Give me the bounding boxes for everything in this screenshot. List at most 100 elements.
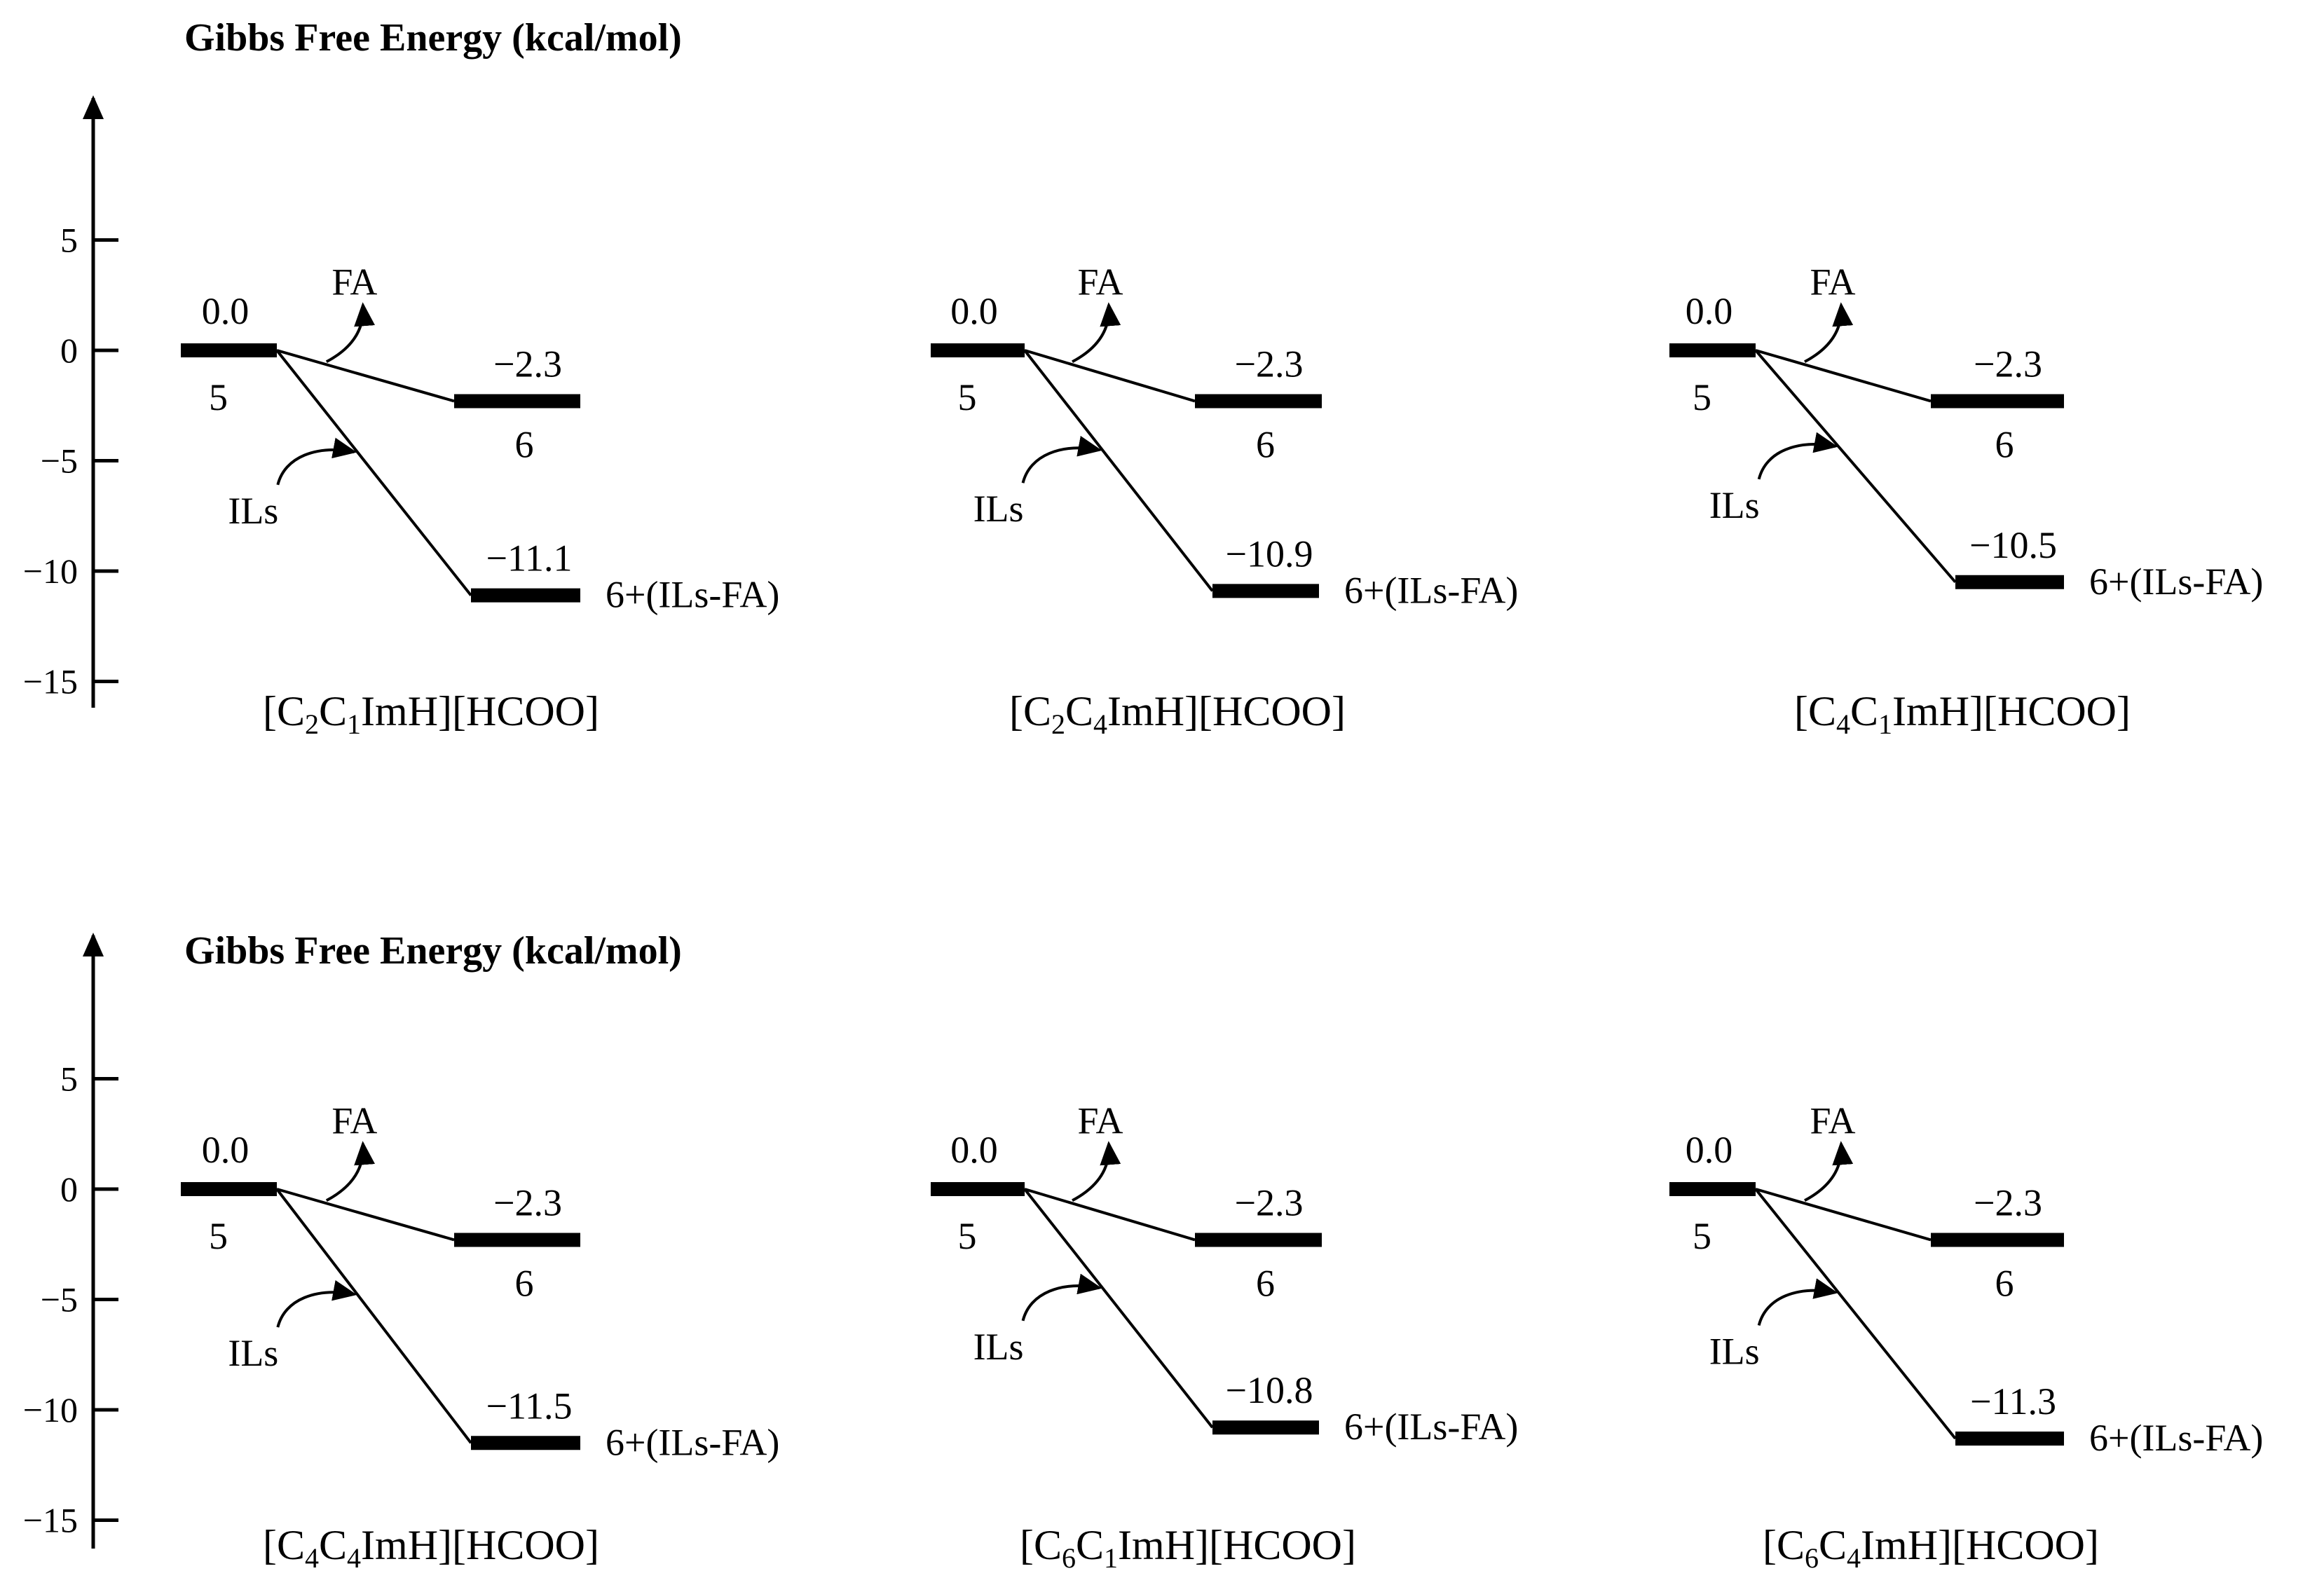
y-tick-label: −5 [41,1280,78,1319]
energy-value-start: 0.0 [202,1129,250,1171]
caption-part: ImH][HCOO] [361,1522,599,1568]
reaction-profile-2-2: 0.0−2.3−10.8566+(ILs-FA)FAILs[C6C1ImH][H… [931,1099,1518,1574]
energy-value-start: 0.0 [202,290,250,332]
energy-value-final: −10.8 [1226,1369,1313,1411]
state-label-start: 5 [1693,1215,1711,1257]
caption-part: [C [263,1522,305,1568]
state-label-final: 6+(ILs-FA) [1344,569,1518,611]
energy-value-mid: −2.3 [493,343,562,385]
caption-part: [C [1794,688,1836,734]
ils-binding-arrow [276,437,357,486]
ils-label: ILs [228,490,278,532]
state-label-start: 5 [958,1215,977,1257]
caption-subscript: 1 [1104,1542,1118,1574]
state-label-start: 5 [209,376,228,418]
fa-label: FA [1078,261,1123,303]
energy-value-mid: −2.3 [1974,1181,2042,1223]
fa-label: FA [331,261,377,303]
y-tick-label: 5 [60,1059,78,1099]
y-tick-label: 5 [60,221,78,260]
system-name-caption: [C2C4ImH][HCOO] [1009,688,1346,740]
panel-row-1: Gibbs Free Energy (kcal/mol) 5 0 −5 −10 −15 0.… [23,16,2264,740]
caption-part: ImH][HCOO] [1118,1522,1356,1568]
state-label-final: 6+(ILs-FA) [1344,1406,1518,1448]
energy-value-final: −11.1 [486,537,573,579]
caption-subscript: 1 [347,708,361,740]
caption-subscript: 4 [305,1542,319,1574]
ils-label: ILs [973,488,1024,530]
ils-label: ILs [1709,484,1760,526]
caption-part: ImH][HCOO] [1861,1522,2099,1568]
state-label-mid: 6 [1995,423,2014,465]
axis-title: Gibbs Free Energy (kcal/mol) [184,929,682,973]
connector-start-mid [1024,349,1196,403]
reaction-profile-1-3: 0.0 −2.3 −10.5 5 6 6+(ILs-FA) FA ILs [C4C1ImH][H… [1669,261,2263,740]
state-label-mid: 6 [1256,1262,1275,1304]
connector-start-final [1023,349,1214,592]
fa-release-arrow [1072,1141,1121,1202]
connector-start-final [275,349,472,596]
energy-value-start: 0.0 [950,1129,998,1171]
connector-start-mid [1024,1188,1196,1242]
ils-binding-arrow [276,1279,357,1328]
connector-start-final [1754,349,1957,584]
caption-subscript: 4 [347,1542,361,1574]
energy-value-final: −11.3 [1970,1380,2056,1422]
state-label-final: 6+(ILs-FA) [606,574,779,616]
fa-label: FA [1078,1099,1123,1141]
system-name-caption: [C6C4ImH][HCOO] [1763,1522,2099,1574]
energy-value-start: 0.0 [950,290,998,332]
ils-binding-arrow [1021,1273,1102,1322]
connector-start-mid [276,1188,455,1242]
caption-part: C [319,688,347,734]
ils-label: ILs [228,1332,278,1374]
state-label-mid: 6 [515,423,534,465]
y-tick-label: −15 [23,662,78,701]
ils-binding-arrow [1757,1278,1838,1326]
connector-start-mid [1755,349,1932,403]
connector-start-final [1754,1188,1957,1440]
caption-part: C [319,1522,347,1568]
ils-label: ILs [1709,1330,1760,1372]
reaction-profile-1-1: 0.0 −2.3 −11.1 5 6 6+(ILs-FA) FA ILs [C2C1ImH][H… [181,261,779,740]
caption-part: C [1076,1522,1104,1568]
caption-subscript: 4 [1093,708,1107,740]
state-label-final: 6+(ILs-FA) [2089,1417,2263,1459]
y-tick-label: 0 [60,331,78,370]
caption-subscript: 1 [1878,708,1892,740]
energy-value-final: −10.9 [1226,533,1313,575]
caption-subscript: 2 [305,708,319,740]
ils-binding-arrow [1021,436,1102,483]
caption-part: ImH][HCOO] [361,688,599,734]
state-label-mid: 6 [1256,423,1275,465]
system-name-caption: [C2C1ImH][HCOO] [263,688,599,740]
state-label-mid: 6 [1995,1262,2014,1304]
fa-label: FA [1810,1099,1855,1141]
state-label-mid: 6 [515,1262,534,1304]
caption-subscript: 6 [1805,1542,1819,1574]
caption-subscript: 2 [1051,708,1065,740]
reaction-profile-2-1: 0.0−2.3−11.5566+(ILs-FA)FAILs[C4C4ImH][H… [181,1099,779,1574]
panel-row-2: Gibbs Free Energy (kcal/mol) 5 0 −5 −10 −15 0.… [23,929,2264,1574]
energy-value-start: 0.0 [1686,290,1733,332]
connector-start-final [275,1188,472,1444]
caption-part: ImH][HCOO] [1107,688,1346,734]
y-tick-label: −10 [23,551,78,591]
caption-part: [C [1763,1522,1805,1568]
fa-release-arrow [1804,1141,1854,1202]
fa-label: FA [331,1099,377,1141]
caption-part: C [1065,688,1093,734]
caption-part: [C [263,688,305,734]
caption-subscript: 6 [1062,1542,1076,1574]
energy-value-final: −10.5 [1969,524,2057,566]
energy-value-mid: −2.3 [1235,343,1304,385]
system-name-caption: [C4C1ImH][HCOO] [1794,688,2131,740]
fa-release-arrow [325,302,376,364]
caption-part: [C [1020,1522,1062,1568]
state-label-start: 5 [1693,376,1711,418]
caption-subscript: 4 [1847,1542,1861,1574]
y-tick-label: 0 [60,1169,78,1209]
ils-label: ILs [973,1326,1024,1368]
caption-part: [C [1009,688,1051,734]
